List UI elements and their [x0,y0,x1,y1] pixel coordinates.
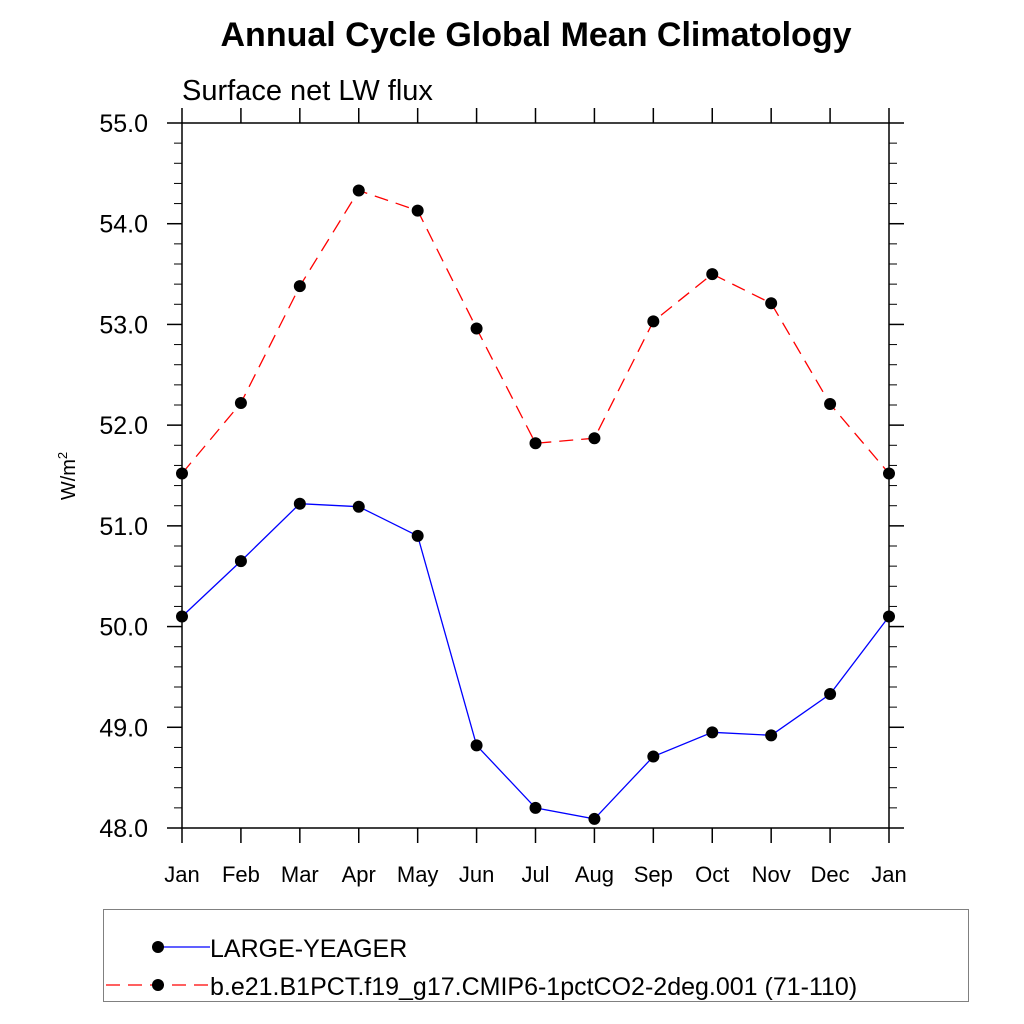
y-tick-label: 49.0 [99,714,148,742]
data-point [470,739,483,752]
data-point [411,529,424,542]
data-point [176,610,188,623]
y-tick-label: 54.0 [99,211,148,239]
x-tick-label: Jan [871,862,906,887]
data-point [588,812,601,825]
y-tick-label: 53.0 [99,311,148,339]
legend-label-large-yeager: LARGE-YEAGER [210,935,408,963]
legend-symbol-large-yeager [152,941,210,953]
chart-subtitle: Surface net LW flux [182,75,433,107]
x-tick-label: Jun [459,862,494,887]
data-point [176,467,188,480]
data-point [293,280,306,293]
data-point [234,555,247,568]
data-point [470,322,483,335]
legend-label-cmip6: b.e21.B1PCT.f19_g17.CMIP6-1pctCO2-2deg.0… [210,973,858,1001]
x-tick-label: Oct [695,862,729,887]
plot-frame [181,122,890,829]
y-tick-label: 55.0 [99,110,148,138]
data-point [706,726,719,739]
legend-symbol-cmip6 [106,979,210,991]
y-tick-label: 51.0 [99,513,148,541]
legend-item-large-yeager: LARGE-YEAGER [104,927,968,967]
data-point [824,397,837,410]
y-axis-label: W/m2 [55,452,80,500]
data-point [765,729,778,742]
data-point [647,315,660,328]
legend: LARGE-YEAGER b.e21.B1PCT.f19_g17.CMIP6-1… [103,909,969,1002]
data-point [352,184,365,197]
x-tick-label: Mar [281,862,319,887]
series-layer [176,184,895,825]
y-axis-label-superscript: 2 [55,452,70,459]
x-tick-label: Jan [164,862,199,887]
series-line [181,189,890,474]
x-tick-label: Jul [521,862,549,887]
data-point [352,500,365,513]
data-point [647,750,660,763]
data-point [529,801,542,814]
axis-ticks: 48.0 49.0 50.0 51.0 52.0 53.0 54.0 55.0 Jan Feb Ma… [99,108,907,887]
x-tick-label: Apr [342,862,376,887]
y-axis-label-text: W/m [58,459,80,500]
chart-title: Annual Cycle Global Mean Climatology [221,16,852,54]
y-tick-label: 52.0 [99,412,148,440]
series-line [181,503,890,820]
x-tick-label: Aug [575,862,614,887]
data-point [706,268,719,281]
data-point [234,396,247,409]
series-1 [176,184,895,480]
data-point [883,610,895,623]
x-tick-label: May [397,862,439,887]
data-point [588,432,601,445]
y-tick-label: 48.0 [99,815,148,843]
x-tick-label: Feb [222,862,260,887]
x-tick-label: Nov [752,862,791,887]
x-tick-label: Sep [634,862,673,887]
data-point [293,497,306,510]
x-tick-label: Dec [811,862,850,887]
data-point [529,437,542,450]
y-tick-label: 50.0 [99,614,148,642]
data-point [883,467,895,480]
data-point [765,297,778,310]
data-point [411,204,424,217]
data-point [824,688,837,701]
legend-item-cmip6: b.e21.B1PCT.f19_g17.CMIP6-1pctCO2-2deg.0… [104,965,968,1005]
series-0 [176,497,895,825]
